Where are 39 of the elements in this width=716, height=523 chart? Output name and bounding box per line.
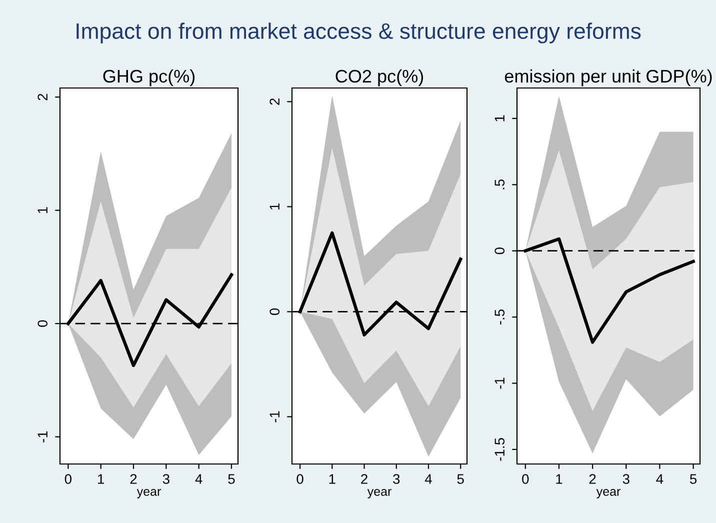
x-tick-label: 3 (393, 474, 400, 484)
x-tick-label: 3 (622, 474, 630, 484)
x-axis-title: year (596, 489, 620, 498)
y-tick-label: -1.5 (494, 438, 505, 461)
x-tick-label: 0 (64, 474, 72, 484)
x-tick-label: 0 (522, 474, 529, 484)
y-tick-label: 1 (38, 207, 48, 214)
x-axis-title: year (136, 489, 161, 498)
x-tick-label: 5 (228, 474, 235, 484)
y-tick-label: -1 (270, 411, 280, 422)
y-tick-label: 1 (270, 203, 280, 210)
x-tick-label: 4 (424, 474, 432, 484)
y-tick-label: 2 (38, 94, 48, 100)
y-tick-label: 2 (270, 98, 280, 105)
y-tick-label: 1 (494, 115, 504, 122)
x-tick-label: 1 (329, 474, 336, 484)
x-tick-label: 2 (589, 474, 596, 484)
x-tick-label: 5 (690, 474, 697, 484)
x-tick-label: 3 (162, 474, 170, 484)
chart-title: CO2 pc(%) (336, 69, 424, 86)
y-tick-label: .5 (494, 179, 505, 190)
x-tick-label: 5 (457, 474, 464, 484)
y-tick-label: 0 (270, 308, 280, 316)
chart-title: emission per unit GDP(%) (504, 69, 712, 86)
x-tick-label: 4 (656, 474, 664, 484)
x-tick-label: 2 (130, 474, 137, 484)
y-tick-label: -1 (38, 431, 48, 442)
y-tick-label: 0 (494, 248, 505, 254)
x-tick-label: 2 (361, 474, 368, 484)
chart-title: GHG pc(%) (103, 69, 195, 86)
x-tick-label: 1 (98, 474, 104, 484)
x-tick-label: 4 (195, 474, 202, 484)
text: Impact on from market access & structure energy reforms (76, 22, 641, 44)
x-tick-label: 0 (296, 474, 304, 484)
y-tick-label: 0 (38, 320, 48, 327)
y-tick-label: -.5 (494, 310, 505, 325)
y-tick-label: -1 (494, 378, 504, 389)
x-axis-title: year (367, 489, 392, 498)
x-tick-label: 1 (556, 474, 562, 484)
